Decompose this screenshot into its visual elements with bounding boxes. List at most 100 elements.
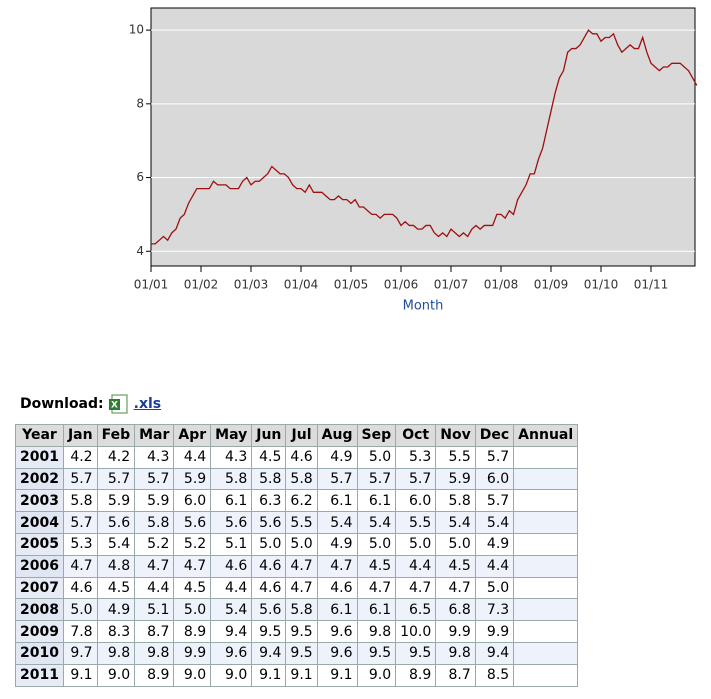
header-row: Year Jan Feb Mar Apr May Jun Jul Aug Sep Oct Nov Dec… — [15, 424, 579, 447]
value-cell: 5.5 — [435, 445, 476, 469]
value-cell: 4.9 — [96, 598, 136, 622]
year-cell: 2010 — [15, 641, 64, 665]
header-cell: Sep — [356, 424, 397, 447]
value-cell: 4.9 — [316, 445, 358, 469]
value-cell: 4.3 — [210, 445, 253, 469]
value-cell: 4.2 — [62, 445, 98, 469]
x-tick-label: 01/10 — [584, 278, 619, 292]
annual-cell — [513, 532, 579, 556]
annual-cell — [513, 554, 579, 578]
value-cell: 5.8 — [62, 489, 98, 513]
header-cell: Nov — [435, 424, 476, 447]
value-cell: 5.0 — [474, 576, 515, 600]
year-cell: 2005 — [15, 532, 64, 556]
annual-cell — [513, 663, 579, 687]
header-cell: Year — [15, 424, 64, 447]
value-cell: 5.0 — [356, 532, 397, 556]
x-tick-label: 01/01 — [134, 278, 169, 292]
value-cell: 9.4 — [474, 641, 515, 665]
value-cell: 4.7 — [356, 576, 397, 600]
annual-cell — [513, 620, 579, 643]
value-cell: 5.2 — [134, 532, 175, 556]
value-cell: 9.4 — [251, 641, 287, 665]
annual-cell — [513, 489, 579, 513]
value-cell: 4.6 — [316, 576, 358, 600]
table-row: 2007 4.6 4.5 4.4 4.5 4.4 4.6 4.7 4.6 4.7 4.7 4.7 5.0 — [15, 576, 579, 600]
value-cell: 5.6 — [96, 511, 136, 534]
value-cell: 9.6 — [316, 641, 358, 665]
value-cell: 9.1 — [285, 663, 318, 687]
value-cell: 4.6 — [210, 554, 253, 578]
value-cell: 4.7 — [285, 576, 318, 600]
value-cell: 4.6 — [62, 576, 98, 600]
y-tick-label: 10 — [129, 23, 144, 37]
value-cell: 5.4 — [356, 511, 397, 534]
value-cell: 5.6 — [251, 598, 287, 622]
download-bar: Download: X .xls — [20, 394, 161, 414]
value-cell: 6.5 — [395, 598, 437, 622]
value-cell: 5.7 — [395, 467, 437, 491]
value-cell: 4.4 — [474, 554, 515, 578]
year-cell: 2008 — [15, 598, 64, 622]
value-cell: 9.5 — [285, 620, 318, 643]
x-tick-label: 01/02 — [184, 278, 219, 292]
value-cell: 4.9 — [474, 532, 515, 556]
value-cell: 8.7 — [134, 620, 175, 643]
value-cell: 9.5 — [356, 641, 397, 665]
value-cell: 6.0 — [474, 467, 515, 491]
annual-cell — [513, 445, 579, 469]
value-cell: 5.7 — [356, 467, 397, 491]
value-cell: 5.7 — [134, 467, 175, 491]
annual-cell — [513, 511, 579, 534]
value-cell: 9.1 — [62, 663, 98, 687]
header-cell: May — [210, 424, 253, 447]
value-cell: 4.7 — [173, 554, 212, 578]
value-cell: 5.0 — [251, 532, 287, 556]
y-tick-label: 8 — [136, 96, 144, 110]
value-cell: 9.9 — [435, 620, 476, 643]
table-row: 2001 4.2 4.2 4.3 4.4 4.3 4.5 4.6 4.9 5.0 5.3 5.5 5.7 — [15, 445, 579, 469]
table-row: 2008 5.0 4.9 5.1 5.0 5.4 5.6 5.8 6.1 6.1 6.5 6.8 7.3 — [15, 598, 579, 622]
header-cell: Jul — [285, 424, 318, 447]
value-cell: 6.1 — [356, 489, 397, 513]
value-cell: 9.1 — [251, 663, 287, 687]
table-row: 2011 9.1 9.0 8.9 9.0 9.0 9.1 9.1 9.1 9.0 8.9 8.7 8.5 — [15, 663, 579, 687]
value-cell: 4.4 — [173, 445, 212, 469]
header-cell: Feb — [96, 424, 136, 447]
header-cell: Annual — [513, 424, 579, 447]
value-cell: 9.5 — [395, 641, 437, 665]
value-cell: 5.0 — [356, 445, 397, 469]
table-row: 2009 7.8 8.3 8.7 8.9 9.4 9.5 9.5 9.6 9.8 10.0 9.9 9.… — [15, 620, 579, 643]
x-tick-label: 01/04 — [284, 278, 319, 292]
year-cell: 2004 — [15, 511, 64, 534]
x-tick-label: 01/11 — [634, 278, 669, 292]
chart: Month 4 6 8 10 01/01 01/02 01/03 01/04 01/05 01/0… — [129, 7, 698, 314]
svg-text:X: X — [111, 401, 118, 411]
header-cell: Jan — [62, 424, 98, 447]
annual-cell — [513, 641, 579, 665]
value-cell: 5.4 — [210, 598, 253, 622]
table-row: 2003 5.8 5.9 5.9 6.0 6.1 6.3 6.2 6.1 6.1 6.0 5.8 5.7 — [15, 489, 579, 513]
xls-link[interactable]: .xls — [133, 396, 162, 412]
value-cell: 5.5 — [285, 511, 318, 534]
value-cell: 9.4 — [210, 620, 253, 643]
value-cell: 5.0 — [285, 532, 318, 556]
download-label: Download: — [20, 396, 104, 412]
value-cell: 5.6 — [173, 511, 212, 534]
plot-area — [150, 7, 696, 267]
year-cell: 2006 — [15, 554, 64, 578]
year-cell: 2003 — [15, 489, 64, 513]
excel-icon: X — [108, 394, 128, 414]
table-row: 2006 4.7 4.8 4.7 4.7 4.6 4.6 4.7 4.7 4.5 4.4 4.5 4.4 — [15, 554, 579, 578]
value-cell: 9.5 — [251, 620, 287, 643]
value-cell: 4.7 — [62, 554, 98, 578]
value-cell: 5.8 — [285, 467, 318, 491]
value-cell: 9.9 — [173, 641, 212, 665]
value-cell: 6.2 — [285, 489, 318, 513]
data-table: Year Jan Feb Mar Apr May Jun Jul Aug Sep Oct Nov Dec… — [15, 424, 579, 687]
header-cell: Apr — [173, 424, 212, 447]
year-cell: 2002 — [15, 467, 64, 491]
value-cell: 5.8 — [285, 598, 318, 622]
value-cell: 5.4 — [474, 511, 515, 534]
value-cell: 4.5 — [435, 554, 476, 578]
